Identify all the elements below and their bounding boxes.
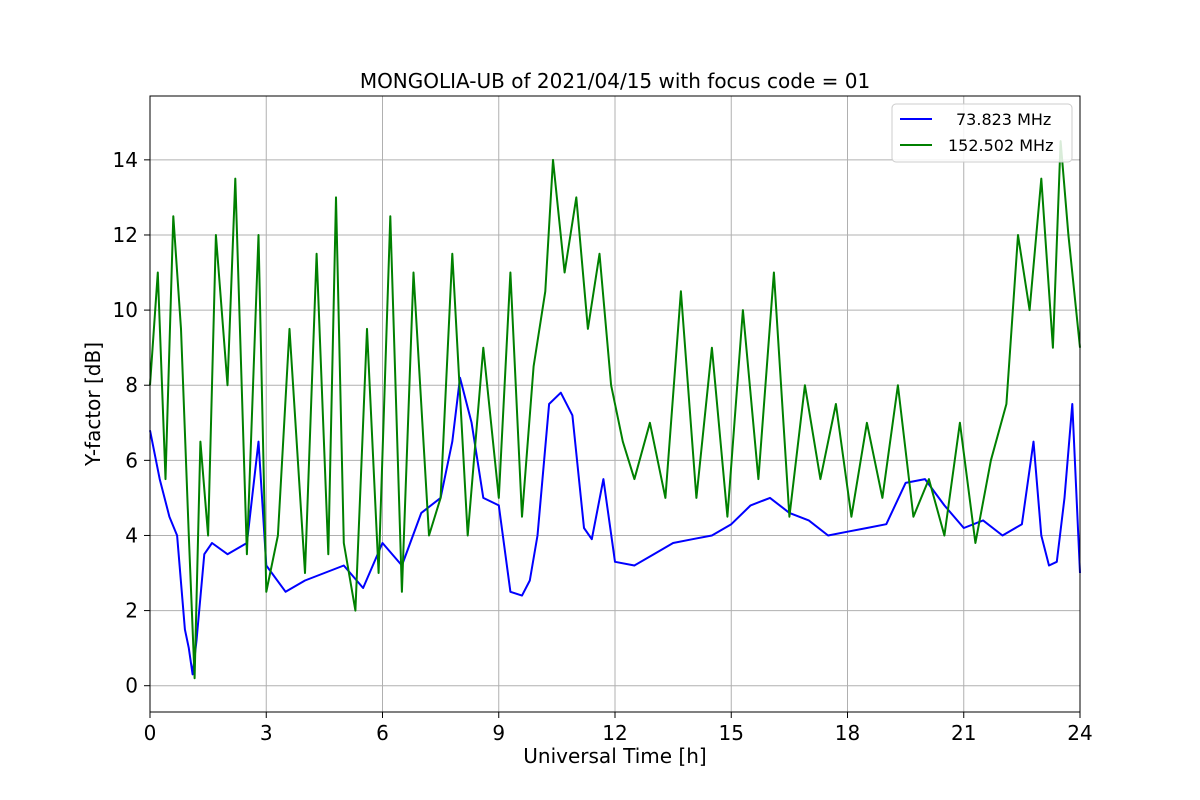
y-tick-label: 0 <box>125 674 138 698</box>
y-tick-label: 6 <box>125 448 138 472</box>
series-layer <box>149 140 1081 680</box>
x-tick-label: 12 <box>602 721 627 745</box>
x-tick-label: 0 <box>144 721 157 745</box>
x-tick-label: 6 <box>376 721 389 745</box>
chart-title: MONGOLIA-UB of 2021/04/15 with focus cod… <box>360 69 870 93</box>
legend-label-73-823: 73.823 MHz <box>956 110 1051 129</box>
y-tick-label: 14 <box>113 148 138 172</box>
y-ticks: 0 2 4 6 8 10 12 14 <box>113 148 150 698</box>
y-tick-label: 10 <box>113 298 138 322</box>
legend-label-152-502: 152.502 MHz <box>948 136 1053 155</box>
y-tick-label: 4 <box>125 523 138 547</box>
x-tick-label: 15 <box>719 721 744 745</box>
grid <box>149 96 1081 712</box>
series-line-1 <box>149 140 1081 680</box>
y-tick-label: 8 <box>125 373 138 397</box>
x-tick-label: 18 <box>835 721 860 745</box>
legend: 73.823 MHz 152.502 MHz <box>891 103 1073 163</box>
legend-box <box>891 103 1073 163</box>
x-tick-label: 9 <box>492 721 505 745</box>
x-tick-label: 24 <box>1067 721 1092 745</box>
y-tick-label: 12 <box>113 223 138 247</box>
y-axis-label: Y-factor [dB] <box>81 342 105 467</box>
x-tick-label: 21 <box>951 721 976 745</box>
x-axis-label: Universal Time [h] <box>523 744 706 768</box>
x-ticks: 0 3 6 9 12 15 18 21 24 <box>144 712 1093 745</box>
x-tick-label: 3 <box>260 721 273 745</box>
y-tick-label: 2 <box>125 599 138 623</box>
